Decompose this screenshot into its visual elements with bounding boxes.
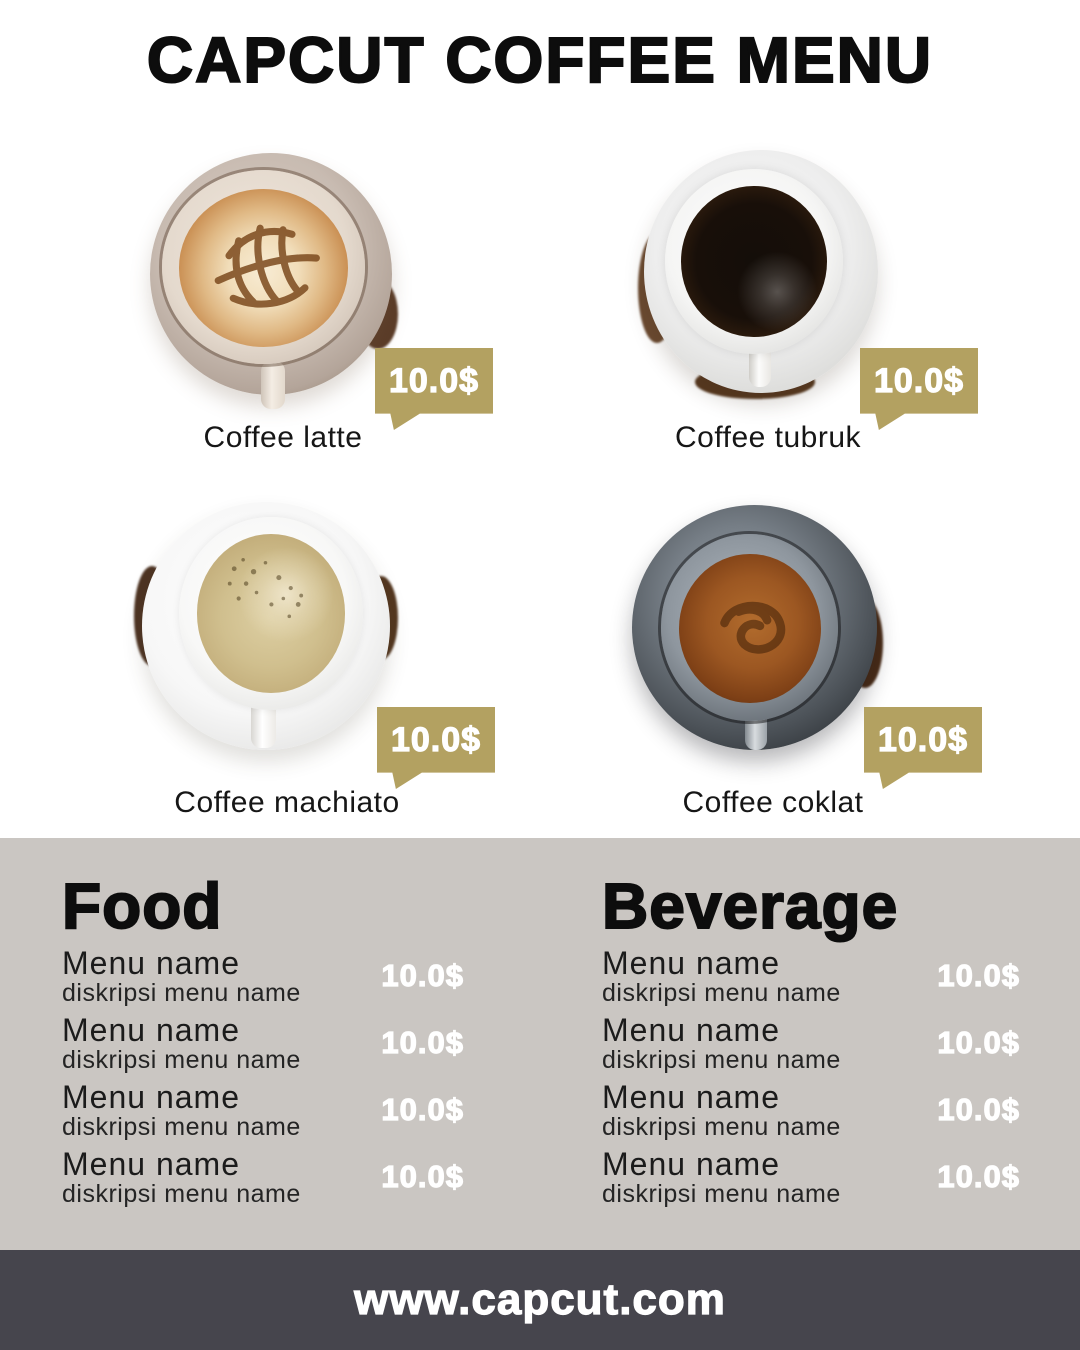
menu-item-price: 10.0$	[937, 1158, 1020, 1194]
menu-item: Menu name diskripsi menu name 10.0$	[602, 1147, 1022, 1207]
product-name: Coffee latte	[203, 421, 363, 454]
price-value: 10.0$	[388, 361, 480, 400]
menu-item: Menu name diskripsi menu name 10.0$	[62, 946, 466, 1006]
cup-handle	[261, 361, 286, 410]
product-photo-coffee-machiato	[134, 502, 398, 750]
price-tag: 10.0$	[860, 348, 978, 430]
menu-item-desc: diskripsi menu name	[602, 1179, 841, 1208]
menu-item-desc: diskripsi menu name	[62, 1179, 301, 1208]
menu-item-name: Menu name	[62, 944, 240, 981]
product-photo-coffee-coklat	[632, 505, 883, 750]
menu-column-beverage: Beverage Menu name diskripsi menu name 1…	[601, 870, 1022, 1214]
menu-item-price: 10.0$	[937, 1091, 1020, 1127]
menu-item-name: Menu name	[62, 1145, 240, 1182]
menu-item-text: Menu name diskripsi menu name	[602, 946, 841, 1006]
menu-item-price: 10.0$	[937, 957, 1020, 993]
menu-item-desc: diskripsi menu name	[602, 1045, 841, 1074]
menu-section: Food Menu name diskripsi menu name 10.0$…	[0, 838, 1080, 1250]
menu-item-name: Menu name	[62, 1011, 240, 1048]
menu-item-text: Menu name diskripsi menu name	[602, 1013, 841, 1073]
menu-item-name: Menu name	[602, 1145, 780, 1182]
page-title: CAPCUT COFFEE MENU	[146, 24, 934, 96]
crema-speckles-icon	[227, 558, 303, 619]
product-name: Coffee tubruk	[674, 421, 862, 454]
menu-item-name: Menu name	[62, 1078, 240, 1115]
latte-art-fern-icon	[214, 224, 320, 308]
coffee-surface	[179, 189, 349, 347]
menu-item-name: Menu name	[602, 1078, 780, 1115]
menu-item-text: Menu name diskripsi menu name	[602, 1080, 841, 1140]
menu-item-desc: diskripsi menu name	[62, 1112, 301, 1141]
menu-item: Menu name diskripsi menu name 10.0$	[62, 1080, 466, 1140]
menu-item-text: Menu name diskripsi menu name	[62, 946, 301, 1006]
coffee-surface	[678, 554, 821, 704]
price-tag: 10.0$	[864, 707, 982, 789]
coffee-surface	[681, 186, 827, 338]
product-name: Coffee coklat	[682, 786, 864, 819]
menu-item-name: Menu name	[602, 944, 780, 981]
menu-item-text: Menu name diskripsi menu name	[62, 1013, 301, 1073]
menu-item-desc: diskripsi menu name	[62, 1045, 301, 1074]
product-name: Coffee machiato	[174, 786, 400, 819]
menu-item: Menu name diskripsi menu name 10.0$	[62, 1147, 466, 1207]
menu-item-price: 10.0$	[381, 1024, 464, 1060]
menu-column-food: Food Menu name diskripsi menu name 10.0$…	[61, 870, 466, 1214]
coffee-surface	[196, 534, 346, 693]
menu-item: Menu name diskripsi menu name 10.0$	[602, 1080, 1022, 1140]
menu-item-desc: diskripsi menu name	[62, 978, 301, 1007]
menu-item-desc: diskripsi menu name	[602, 1112, 841, 1141]
price-tag: 10.0$	[375, 348, 493, 430]
menu-item-price: 10.0$	[381, 957, 464, 993]
footer-url: www.capcut.com	[354, 1274, 726, 1324]
product-photo-coffee-latte	[150, 153, 398, 410]
price-value: 10.0$	[390, 720, 482, 759]
menu-item-desc: diskripsi menu name	[602, 978, 841, 1007]
menu-item-price: 10.0$	[381, 1158, 464, 1194]
menu-item-text: Menu name diskripsi menu name	[62, 1080, 301, 1140]
menu-item: Menu name diskripsi menu name 10.0$	[602, 1013, 1022, 1073]
price-value: 10.0$	[873, 361, 965, 400]
menu-item: Menu name diskripsi menu name 10.0$	[602, 946, 1022, 1006]
menu-item: Menu name diskripsi menu name 10.0$	[62, 1013, 466, 1073]
choco-swirl-art-icon	[719, 601, 785, 654]
menu-item-text: Menu name diskripsi menu name	[62, 1147, 301, 1207]
product-photo-coffee-tubruk	[638, 150, 878, 399]
price-value: 10.0$	[877, 720, 969, 759]
footer-bar: www.capcut.com	[0, 1250, 1080, 1350]
price-tag: 10.0$	[377, 707, 495, 789]
menu-item-text: Menu name diskripsi menu name	[602, 1147, 841, 1207]
menu-item-price: 10.0$	[381, 1091, 464, 1127]
menu-item-price: 10.0$	[937, 1024, 1020, 1060]
beverage-heading: Beverage	[601, 870, 899, 942]
menu-item-name: Menu name	[602, 1011, 780, 1048]
food-heading: Food	[61, 870, 223, 942]
